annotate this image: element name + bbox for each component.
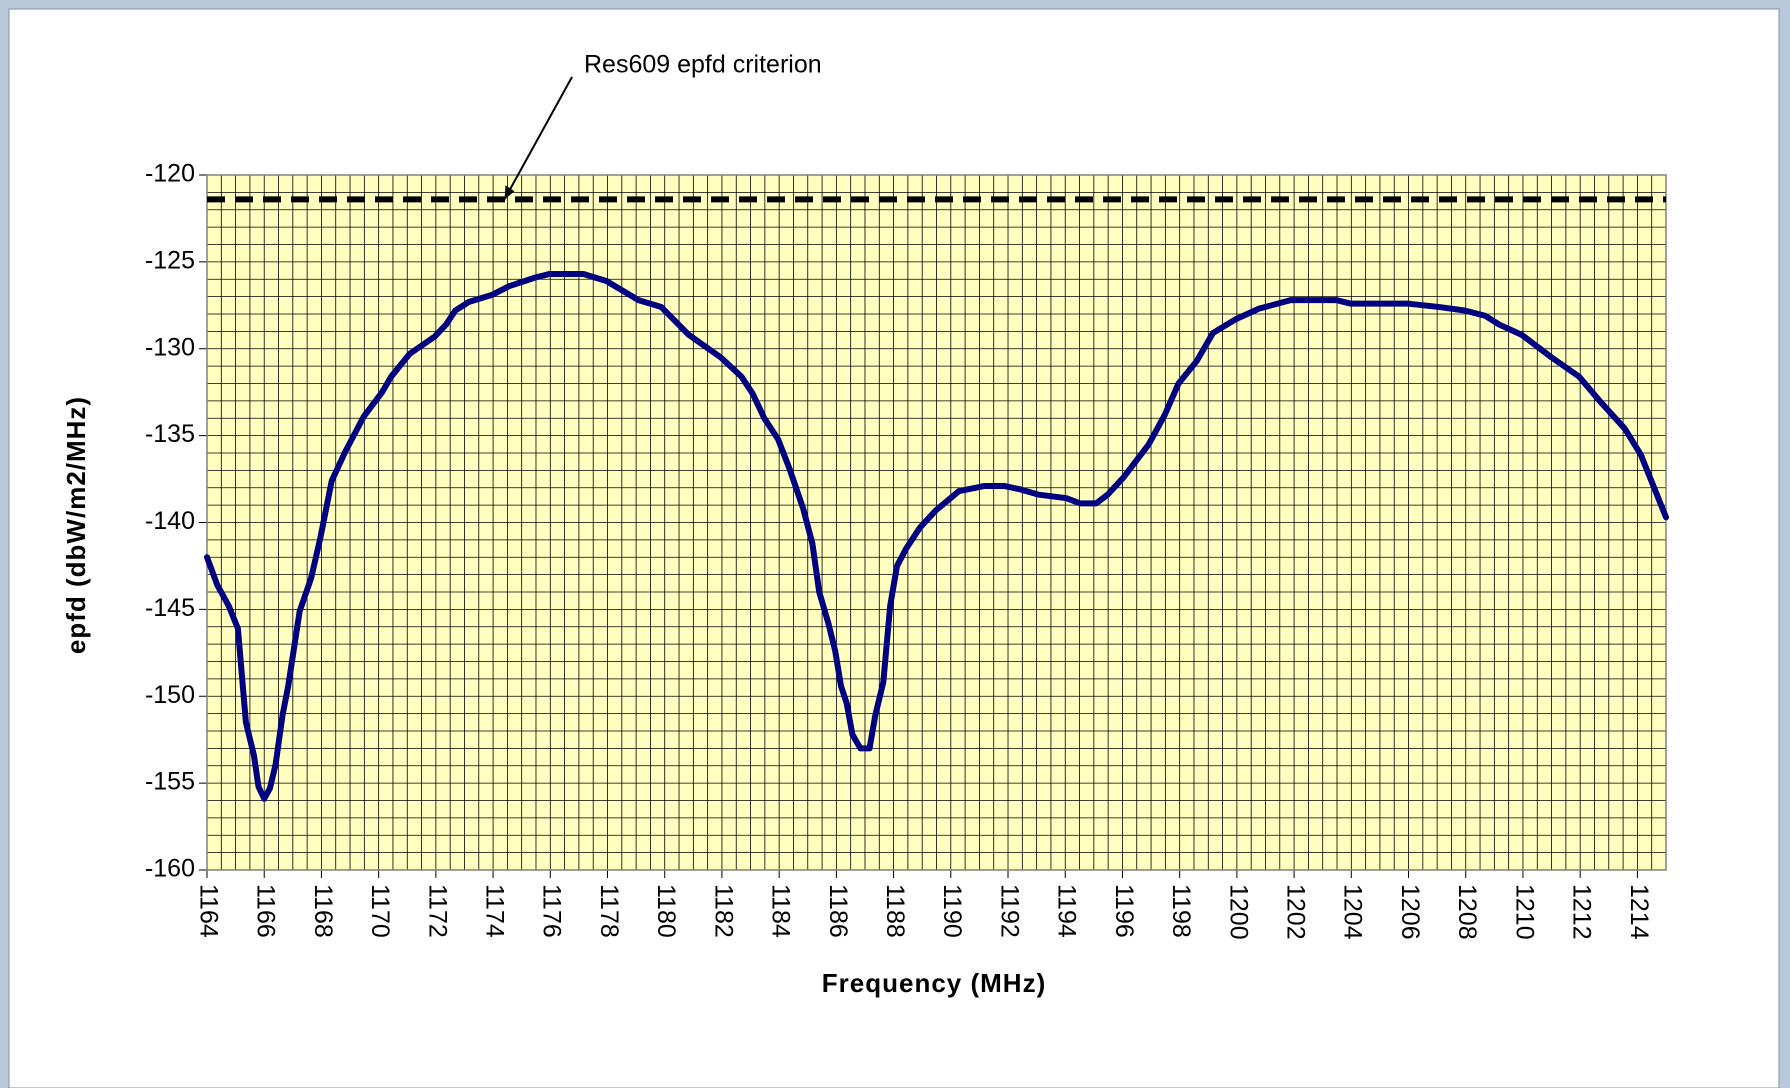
annotation-arrow (503, 76, 573, 200)
x-tick-label: 1214 (1625, 884, 1653, 940)
y-tick-label: -155 (145, 768, 195, 796)
x-tick-label: 1170 (366, 884, 394, 938)
x-tick-label: 1210 (1510, 884, 1538, 940)
x-tick-label: 1196 (1110, 884, 1138, 938)
x-tick-label: 1194 (1053, 884, 1081, 938)
y-tick-label: -120 (145, 160, 195, 188)
x-tick-label: 1198 (1167, 884, 1195, 938)
x-tick-label: 1174 (480, 884, 508, 938)
x-axis-title: Frequency (MHz) (822, 968, 1046, 998)
x-tick-label: 1212 (1568, 884, 1596, 940)
x-tick-label: 1178 (595, 884, 623, 938)
x-tick-label: 1168 (309, 884, 337, 938)
x-tick-label: 1182 (709, 884, 737, 938)
y-tick-label: -135 (145, 420, 195, 448)
x-tick-label: 1200 (1224, 884, 1252, 940)
x-tick-label: 1188 (881, 884, 909, 938)
y-tick-label: -160 (145, 855, 195, 883)
x-tick-label: 1204 (1339, 884, 1367, 940)
x-tick-label: 1180 (652, 884, 680, 938)
y-tick-label: -130 (145, 333, 195, 361)
data-line (204, 271, 1669, 802)
x-tick-label: 1208 (1453, 884, 1481, 940)
x-tick-label: 1172 (423, 884, 451, 938)
annotation-arrowhead (504, 185, 515, 200)
x-tick-label: 1184 (767, 884, 795, 938)
x-tick-label: 1202 (1281, 884, 1309, 940)
plot-frame (206, 174, 1667, 871)
x-tick-label: 1192 (995, 884, 1023, 938)
x-tick-label: 1166 (252, 884, 280, 938)
y-tick-label: -125 (145, 246, 195, 274)
x-tick-label: 1206 (1396, 884, 1424, 940)
x-tick-label: 1190 (938, 884, 966, 938)
x-tick-label: 1186 (824, 884, 852, 938)
y-axis-title: epfd (dbW/m2/MHz) (61, 396, 91, 654)
y-tick-label: -150 (145, 681, 195, 709)
x-tick-label: 1164 (194, 884, 222, 938)
y-tick-label: -145 (145, 594, 195, 622)
annotation-text: Res609 epfd criterion (584, 51, 822, 79)
x-tick-label: 1176 (538, 884, 566, 938)
y-tick-label: -140 (145, 507, 195, 535)
